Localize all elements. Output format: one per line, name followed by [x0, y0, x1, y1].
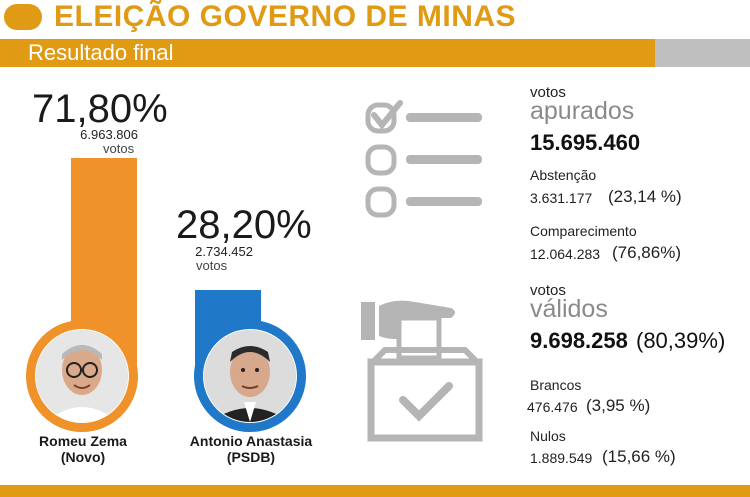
zema-avatar [26, 320, 138, 432]
anastasia-portrait-icon [204, 330, 296, 422]
nulos-label: Nulos [530, 428, 566, 444]
page-subtitle: Resultado final [28, 40, 174, 65]
zema-name: Romeu Zema [39, 433, 127, 449]
brancos-label: Brancos [530, 377, 582, 393]
apurados-small-label: votos [530, 84, 566, 101]
anastasia-name-block: Antonio Anastasia (PSDB) [184, 433, 318, 465]
validos-pct: (80,39%) [636, 328, 726, 353]
comparecimento-value: 12.064.283 [530, 246, 601, 262]
anastasia-party: (PSDB) [226, 449, 276, 465]
brancos-pct: (3,95 %) [586, 396, 651, 415]
validos-value: 9.698.258 [530, 328, 628, 353]
abstencao-label: Abstenção [530, 167, 597, 183]
anastasia-name: Antonio Anastasia [189, 433, 313, 449]
zema-percentage-label: 71,80% [32, 87, 168, 131]
anastasia-votes-label: votos [196, 258, 228, 273]
zema-votes-value: 6.963.806 [80, 127, 138, 142]
nulos-pct: (15,66 %) [602, 447, 676, 466]
anastasia-votes-value: 2.734.452 [195, 244, 253, 259]
zema-party: (Novo) [60, 449, 106, 465]
comparecimento-label: Comparecimento [530, 223, 637, 239]
apurados-big-label: apurados [530, 97, 635, 125]
title-bullet-icon [4, 4, 42, 30]
footer-bar [0, 485, 750, 497]
subtitle-bar-gray [655, 39, 750, 67]
ballot-box-icon [361, 300, 483, 442]
zema-portrait-icon [36, 330, 128, 422]
anastasia-percentage-label: 28,20% [176, 203, 312, 247]
abstencao-pct: (23,14 %) [608, 187, 682, 206]
subtitle-bar [0, 39, 655, 67]
zema-name-block: Romeu Zema (Novo) [28, 433, 138, 465]
comparecimento-pct: (76,86%) [612, 243, 681, 262]
page-title: ELEIÇÃO GOVERNO DE MINAS [54, 0, 517, 33]
anastasia-avatar [194, 320, 306, 432]
validos-small-label: votos [530, 282, 566, 299]
brancos-value: 476.476 [527, 399, 578, 415]
apurados-value: 15.695.460 [530, 130, 641, 155]
checklist-icon [365, 100, 482, 218]
nulos-value: 1.889.549 [530, 450, 593, 466]
zema-votes-label: votos [103, 141, 135, 156]
abstencao-value: 3.631.177 [530, 190, 593, 206]
validos-big-label: válidos [530, 295, 608, 323]
